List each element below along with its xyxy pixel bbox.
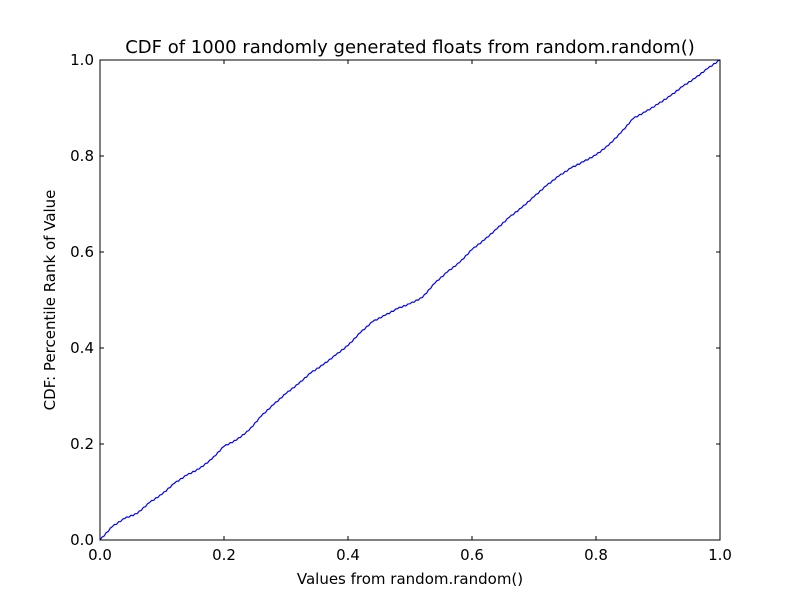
x-tick-label: 0.4 [336,546,360,564]
y-tick-label: 0.8 [70,147,94,165]
x-tick-label: 0.8 [584,546,608,564]
y-tick-label: 0.0 [70,531,94,549]
chart-title: CDF of 1000 randomly generated floats fr… [125,37,695,58]
cdf-series-line [99,59,721,541]
y-tick-label: 0.2 [70,435,94,453]
x-tick-label: 1.0 [708,546,732,564]
x-axis-label: Values from random.random() [297,570,523,588]
plot-frame [99,59,721,541]
x-tick-label: 0.6 [460,546,484,564]
y-tick-label: 0.6 [70,243,94,261]
x-tick-label: 0.0 [88,546,112,564]
y-tick-label: 0.4 [70,339,94,357]
y-axis-label: CDF: Percentile Rank of Value [41,190,59,411]
y-tick-label: 1.0 [70,51,94,69]
x-tick-label: 0.2 [212,546,236,564]
